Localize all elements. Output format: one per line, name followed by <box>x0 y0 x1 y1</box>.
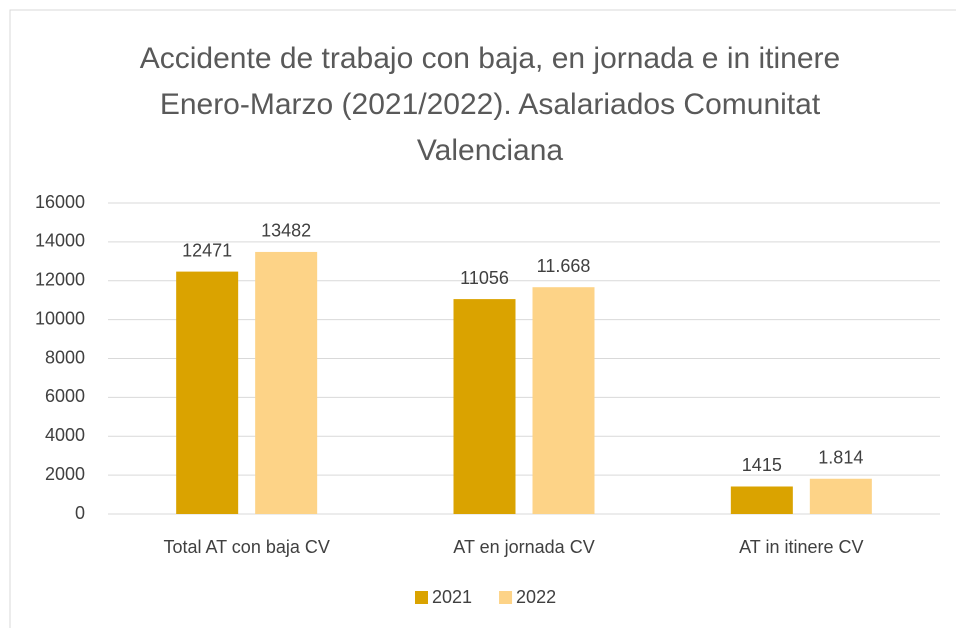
y-tick-label: 12000 <box>35 270 85 290</box>
y-tick-label: 0 <box>75 503 85 523</box>
legend-label: 2022 <box>516 587 556 607</box>
x-tick-label: Total AT con baja CV <box>163 537 329 557</box>
chart-border <box>9 9 956 628</box>
y-tick-label: 2000 <box>45 464 85 484</box>
data-label: 13482 <box>261 221 311 241</box>
y-tick-label: 4000 <box>45 425 85 445</box>
legend-swatch <box>499 591 513 604</box>
data-label: 1415 <box>742 455 782 475</box>
legend-swatch <box>415 591 428 604</box>
chart-title: Accidente de trabajo con baja, en jornad… <box>139 42 841 167</box>
data-label: 11056 <box>460 268 509 288</box>
y-tick-label: 14000 <box>35 231 85 251</box>
data-label: 11.668 <box>537 256 591 276</box>
data-label: 12471 <box>182 240 232 260</box>
y-tick-label: 10000 <box>35 308 85 328</box>
data-label: 1.814 <box>818 447 863 467</box>
y-tick-label: 8000 <box>45 347 85 367</box>
x-tick-label: AT in itinere CV <box>739 537 863 557</box>
bar <box>176 271 239 514</box>
bar <box>255 251 318 515</box>
x-tick-label: AT en jornada CV <box>453 537 594 557</box>
legend-label: 2021 <box>432 587 472 607</box>
bar <box>532 287 595 514</box>
bar <box>453 299 516 514</box>
bar <box>730 486 793 514</box>
bar <box>809 478 872 514</box>
y-tick-label: 16000 <box>35 192 85 212</box>
y-tick-label: 6000 <box>45 386 85 406</box>
